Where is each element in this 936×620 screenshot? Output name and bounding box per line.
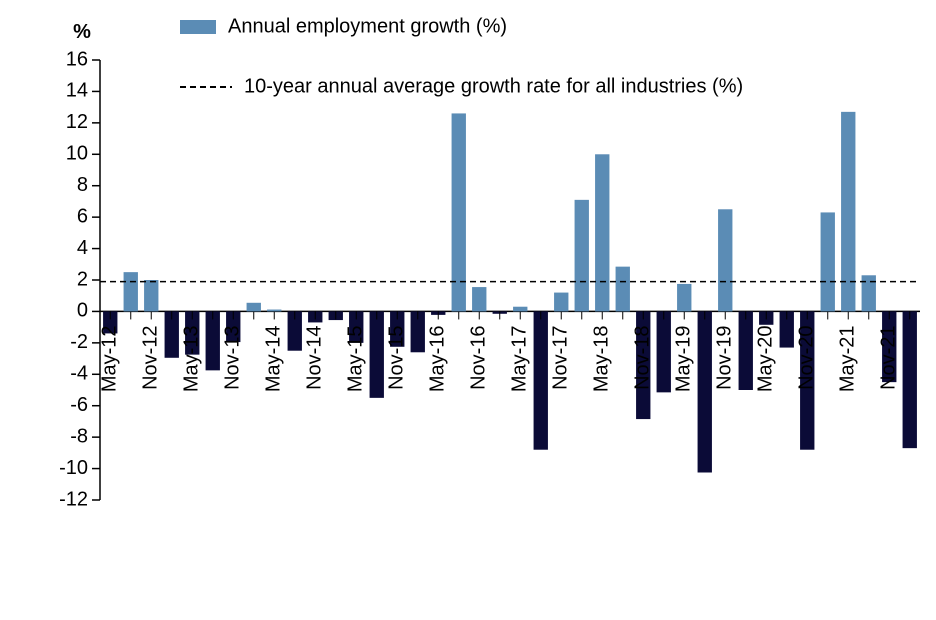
y-tick-label: 10 xyxy=(66,143,88,165)
x-tick-label: May-19 xyxy=(673,325,695,392)
x-tick-label: Nov-16 xyxy=(468,325,490,389)
y-tick-label: 4 xyxy=(77,237,88,259)
bar xyxy=(472,287,486,311)
bar xyxy=(677,284,691,312)
x-tick-label: Nov-12 xyxy=(140,325,162,389)
x-tick-label: May-20 xyxy=(755,325,777,392)
bar xyxy=(718,209,732,311)
x-tick-label: May-15 xyxy=(345,325,367,392)
x-tick-label: Nov-17 xyxy=(550,325,572,389)
y-tick-label: 6 xyxy=(77,205,88,227)
bar xyxy=(575,200,589,312)
bar xyxy=(370,311,384,397)
x-tick-label: May-18 xyxy=(591,325,613,392)
bar xyxy=(124,272,138,311)
bar xyxy=(206,311,220,370)
y-tick-label: -12 xyxy=(59,488,88,510)
bar xyxy=(267,310,281,312)
bar xyxy=(513,307,527,312)
x-tick-label: May-21 xyxy=(837,325,859,392)
bar xyxy=(534,311,548,449)
x-tick-label: May-12 xyxy=(99,325,121,392)
y-axis-unit-label: % xyxy=(73,21,91,43)
y-tick-label: 16 xyxy=(66,48,88,70)
bar xyxy=(657,311,671,392)
bar xyxy=(739,311,753,390)
y-tick-label: -2 xyxy=(70,331,88,353)
employment-growth-chart: -12 -10 -8 -6 -4 -2 0 2 4 6 8 10 12 14 16% May-12 Nov-12… xyxy=(0,0,936,620)
x-tick-label: Nov-19 xyxy=(714,325,736,389)
x-tick-label: Nov-21 xyxy=(878,325,900,389)
bar xyxy=(247,303,261,312)
x-tick-label: May-16 xyxy=(427,325,449,392)
y-tick-label: 8 xyxy=(77,174,88,196)
bar xyxy=(862,275,876,311)
bar xyxy=(554,293,568,312)
x-tick-label: May-17 xyxy=(509,325,531,392)
bar xyxy=(595,154,609,311)
y-tick-label: 14 xyxy=(66,80,88,102)
x-tick-label: May-14 xyxy=(263,325,285,392)
y-tick-label: -8 xyxy=(70,425,88,447)
bar xyxy=(144,280,158,311)
legend-label: 10-year annual average growth rate for a… xyxy=(244,75,743,97)
y-tick-label: -6 xyxy=(70,394,88,416)
y-tick-label: 0 xyxy=(77,300,88,322)
y-tick-label: 2 xyxy=(77,268,88,290)
y-tick-label: 12 xyxy=(66,111,88,133)
y-tick-label: -10 xyxy=(59,457,88,479)
legend-swatch-bar xyxy=(180,20,216,34)
x-tick-label: Nov-15 xyxy=(386,325,408,389)
x-tick-label: May-13 xyxy=(181,325,203,392)
bar xyxy=(821,212,835,311)
chart-container: -12 -10 -8 -6 -4 -2 0 2 4 6 8 10 12 14 16% May-12 Nov-12… xyxy=(0,0,936,620)
y-tick-label: -4 xyxy=(70,363,88,385)
bar xyxy=(903,311,917,448)
bar xyxy=(698,311,712,472)
x-tick-label: Nov-14 xyxy=(304,325,326,389)
bar xyxy=(616,267,630,312)
x-tick-label: Nov-18 xyxy=(632,325,654,389)
legend-label: Annual employment growth (%) xyxy=(228,15,507,37)
x-tick-label: Nov-13 xyxy=(222,325,244,389)
x-tick-label: Nov-20 xyxy=(796,325,818,389)
